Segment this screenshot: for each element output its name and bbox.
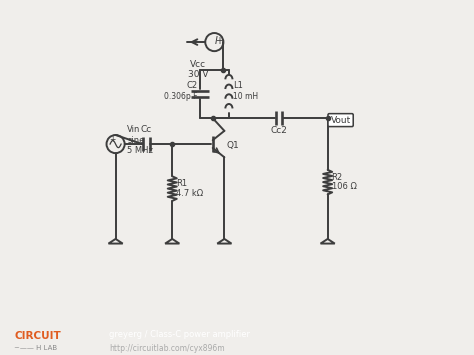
Text: C2: C2 bbox=[186, 81, 197, 90]
Text: I: I bbox=[215, 36, 218, 46]
Text: Q1: Q1 bbox=[227, 141, 239, 150]
Text: Vout: Vout bbox=[330, 116, 351, 125]
Text: ~—— H LAB: ~—— H LAB bbox=[14, 345, 57, 351]
Text: Vin
sine
5 MHz: Vin sine 5 MHz bbox=[127, 125, 153, 155]
FancyBboxPatch shape bbox=[328, 114, 353, 127]
Text: Cc: Cc bbox=[141, 125, 152, 134]
Text: +: + bbox=[109, 135, 116, 144]
Text: greyerg / Class-C power amplifier: greyerg / Class-C power amplifier bbox=[109, 330, 250, 339]
Text: CIRCUIT: CIRCUIT bbox=[14, 331, 61, 341]
Text: Vcc
30 V: Vcc 30 V bbox=[188, 60, 209, 79]
Text: R1: R1 bbox=[176, 179, 187, 188]
Text: 106 Ω: 106 Ω bbox=[331, 182, 356, 191]
Text: http://circuitlab.com/cyx896m: http://circuitlab.com/cyx896m bbox=[109, 344, 225, 353]
Text: Cc2: Cc2 bbox=[271, 126, 288, 135]
Text: 10 mH: 10 mH bbox=[233, 92, 258, 101]
Text: 0.306p F: 0.306p F bbox=[164, 92, 197, 101]
Text: +: + bbox=[215, 36, 223, 46]
Text: 4.7 kΩ: 4.7 kΩ bbox=[176, 189, 203, 198]
Text: L1: L1 bbox=[233, 81, 243, 90]
Text: R2: R2 bbox=[331, 173, 343, 182]
